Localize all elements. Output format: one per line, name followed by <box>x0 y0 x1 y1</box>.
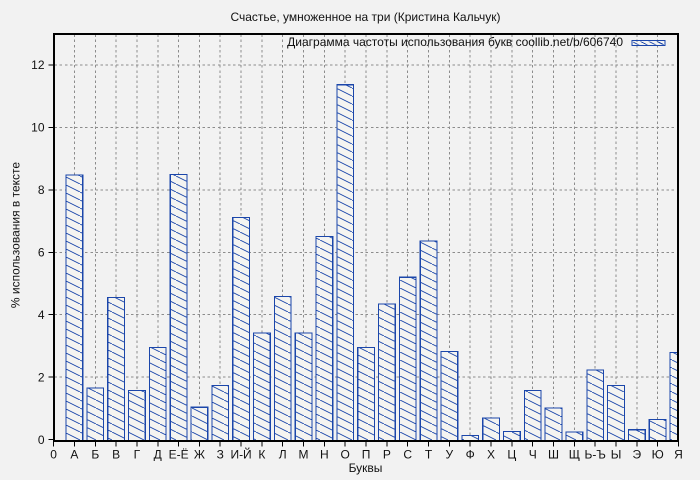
svg-text:Диаграмма частоты использовани: Диаграмма частоты использования букв coo… <box>287 35 623 49</box>
svg-text:0: 0 <box>38 433 45 447</box>
svg-text:С: С <box>403 447 412 461</box>
svg-text:Э: Э <box>633 447 642 461</box>
svg-text:А: А <box>70 447 78 461</box>
svg-text:Ф: Ф <box>466 447 475 461</box>
svg-text:4: 4 <box>38 308 45 322</box>
svg-text:В: В <box>112 447 120 461</box>
svg-text:Р: Р <box>383 447 391 461</box>
svg-text:Х: Х <box>487 447 495 461</box>
svg-text:Ь-Ъ: Ь-Ъ <box>584 447 605 461</box>
svg-text:0: 0 <box>50 447 57 461</box>
svg-text:Ы: Ы <box>611 447 622 461</box>
svg-text:Д: Д <box>154 447 162 461</box>
svg-text:10: 10 <box>31 121 45 135</box>
svg-text:Ш: Ш <box>548 447 559 461</box>
svg-text:8: 8 <box>38 183 45 197</box>
svg-text:Т: Т <box>425 447 433 461</box>
svg-text:% использования в тексте: % использования в тексте <box>9 162 23 308</box>
svg-text:Я: Я <box>674 447 683 461</box>
svg-text:Б: Б <box>91 447 99 461</box>
svg-text:Счастье, умноженное на три (Кр: Счастье, умноженное на три (Кристина Кал… <box>230 10 500 24</box>
svg-text:Буквы: Буквы <box>349 461 383 475</box>
svg-text:2: 2 <box>38 371 45 385</box>
svg-text:П: П <box>362 447 371 461</box>
svg-text:Г: Г <box>134 447 141 461</box>
svg-text:Ч: Ч <box>529 447 537 461</box>
svg-text:Щ: Щ <box>569 447 580 461</box>
svg-text:6: 6 <box>38 246 45 260</box>
svg-text:Ю: Ю <box>652 447 664 461</box>
svg-text:М: М <box>299 447 309 461</box>
svg-text:Ц: Ц <box>507 447 516 461</box>
svg-text:Е-Ё: Е-Ё <box>169 447 189 461</box>
svg-text:К: К <box>258 447 265 461</box>
svg-text:Ж: Ж <box>194 447 205 461</box>
svg-text:У: У <box>446 447 454 461</box>
svg-text:З: З <box>217 447 224 461</box>
svg-text:И-Й: И-Й <box>230 446 251 461</box>
svg-text:Н: Н <box>320 447 329 461</box>
svg-text:Л: Л <box>279 447 287 461</box>
svg-text:О: О <box>341 447 350 461</box>
svg-text:12: 12 <box>31 58 45 72</box>
